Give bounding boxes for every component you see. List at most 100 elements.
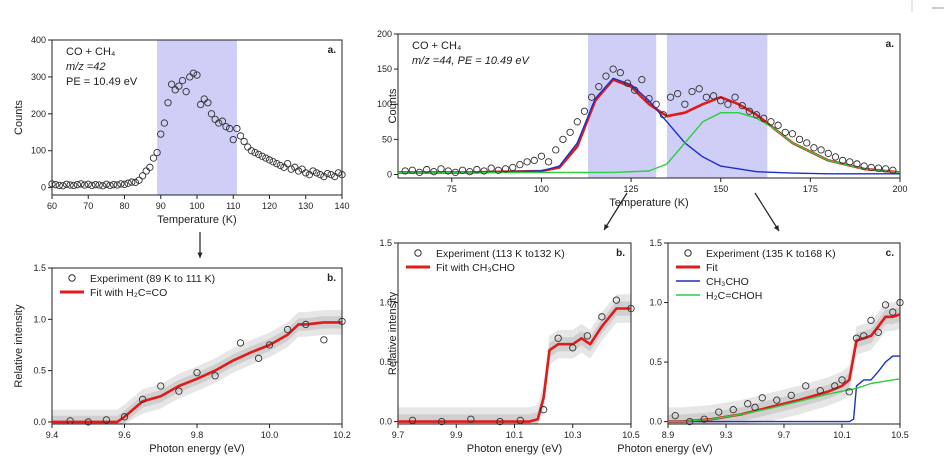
x-axis-title: Photon energy (eV) <box>149 443 244 455</box>
data-point <box>569 344 577 352</box>
data-point <box>552 146 560 154</box>
arrow-middle-head <box>604 224 610 230</box>
fit-line <box>52 321 342 424</box>
data-point <box>752 111 761 119</box>
x-tick-label: 150 <box>713 184 728 194</box>
plot-frame <box>397 33 901 179</box>
shaded-temperature-region <box>666 34 768 178</box>
data-point <box>516 416 524 425</box>
x-tick-label: 10.0 <box>261 430 279 440</box>
data-point <box>860 162 868 170</box>
panel-letter: a. <box>886 39 895 50</box>
data-point <box>106 181 114 190</box>
data-point <box>889 166 897 174</box>
y-tick-label: 200 <box>377 29 392 39</box>
data-point <box>523 158 531 166</box>
y-axis-title: Counts <box>387 88 399 123</box>
data-point <box>80 181 89 189</box>
x-tick-label: 10.1 <box>833 430 851 440</box>
panel-letter: a. <box>328 45 337 56</box>
data-point <box>215 119 223 127</box>
panel-letter: b. <box>616 248 625 259</box>
x-tick-label: 9.7 <box>778 430 791 440</box>
data-point <box>66 181 74 189</box>
y-axis-title: Relative intensity <box>387 291 399 375</box>
data-point <box>444 167 452 175</box>
data-point <box>408 416 417 425</box>
data-point <box>309 167 317 175</box>
data-point <box>186 73 194 81</box>
data-point <box>338 317 346 326</box>
data-point <box>117 180 125 188</box>
data-point <box>55 181 63 190</box>
data-point <box>124 179 132 187</box>
data-point <box>51 181 60 189</box>
data-point <box>881 301 890 309</box>
legend-label: CH₃CHO <box>706 276 749 288</box>
data-point <box>240 137 248 146</box>
x-tick-label: 90 <box>156 201 166 211</box>
data-point <box>852 334 861 342</box>
x-tick-label: 110 <box>226 201 240 211</box>
data-point <box>175 82 183 90</box>
y-tick-label: 100 <box>31 146 46 156</box>
x-tick-label: 70 <box>83 201 93 211</box>
data-point <box>539 406 548 414</box>
annotation-text: CO + CH₄ <box>412 40 462 52</box>
fit-line <box>398 112 901 174</box>
data-point <box>638 76 646 84</box>
data-point <box>480 167 488 175</box>
uncertainty-band <box>52 316 342 424</box>
legend-label: Fit <box>706 262 718 274</box>
data-point <box>817 146 825 154</box>
data-point <box>401 167 409 175</box>
data-point <box>305 171 314 179</box>
data-point <box>467 415 475 423</box>
data-point <box>437 165 445 173</box>
data-point <box>559 135 567 144</box>
panel-letter: c. <box>886 248 895 259</box>
annotation-text: m/z =44, PE = 10.49 eV <box>412 55 530 67</box>
data-point <box>312 169 321 177</box>
data-point <box>175 387 183 395</box>
legend: Experiment (135 K to168 K) Fit CH₃CHO H₂C=C… <box>676 248 836 302</box>
data-point <box>95 181 103 189</box>
x-tick-label: 8.9 <box>662 430 675 440</box>
x-axis-title-shared: Photon energy (eV) <box>617 443 712 455</box>
uncertainty-band <box>52 310 342 424</box>
data-point <box>612 296 621 304</box>
arrow-right-head <box>773 225 779 231</box>
data-point <box>598 313 606 321</box>
data-point <box>688 87 696 96</box>
data-point <box>867 316 875 325</box>
data-point <box>731 93 739 101</box>
data-point <box>287 165 295 173</box>
data-point <box>138 172 147 180</box>
data-point <box>845 388 853 396</box>
data-point <box>236 132 245 140</box>
data-point <box>48 180 56 188</box>
data-point <box>430 168 438 176</box>
x-tick-label: 75 <box>447 184 457 194</box>
fit-line <box>668 378 901 423</box>
data-point <box>758 394 766 402</box>
x-tick-label: 10.2 <box>333 430 351 440</box>
data-point <box>120 413 129 421</box>
data-point <box>896 298 904 307</box>
y-tick-label: 1.5 <box>649 238 662 248</box>
data-point <box>320 336 328 344</box>
data-point <box>860 332 868 340</box>
data-point <box>146 163 154 171</box>
data-point <box>157 130 165 138</box>
data-point <box>583 332 591 340</box>
data-point <box>254 150 263 159</box>
data-point <box>744 400 752 408</box>
y-tick-label: 0 <box>387 169 392 179</box>
data-point <box>298 165 306 173</box>
data-point <box>715 408 723 416</box>
data-point <box>473 165 481 174</box>
data-point <box>882 165 890 173</box>
data-point <box>587 93 596 101</box>
legend-label: Fit with CH₃CHO <box>436 262 515 274</box>
data-point <box>438 417 446 426</box>
